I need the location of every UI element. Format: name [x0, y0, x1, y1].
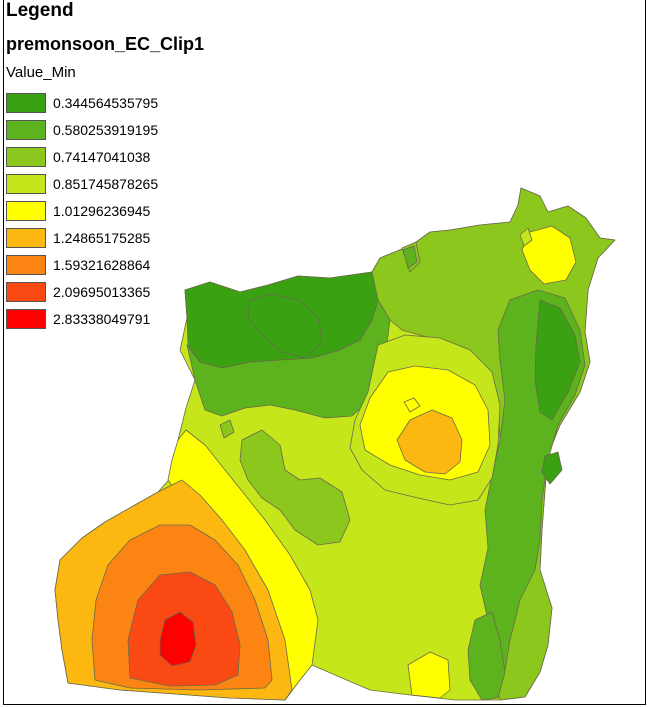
zone-ne-light: [519, 227, 533, 247]
legend-row: 0.851745878265: [6, 170, 158, 197]
legend-row: 0.74147041038: [6, 143, 158, 170]
legend-row: 1.59321628864: [6, 251, 158, 278]
zone-center-small-yellow: [403, 397, 421, 413]
legend-swatch: [6, 227, 46, 248]
legend-swatch: [6, 308, 46, 329]
legend-label: 0.580253919195: [53, 121, 159, 138]
legend-label: 2.09695013365: [53, 283, 151, 300]
zone-south-yellow: [407, 651, 451, 699]
field-name: Value_Min: [6, 64, 76, 81]
zone-ne-yellow: [521, 225, 577, 285]
legend-swatch: [6, 200, 46, 221]
legend-swatch: [6, 119, 46, 140]
legend-row: 0.580253919195: [6, 116, 158, 143]
zone-east-dark: [534, 299, 581, 421]
zone-center-orange: [396, 409, 463, 475]
zone-east-dark-2: [541, 451, 563, 485]
legend-label: 0.74147041038: [53, 148, 151, 165]
legend-row: 2.83338049791: [6, 305, 158, 332]
legend-row: 1.01296236945: [6, 197, 158, 224]
layer-name: premonsoon_EC_Clip1: [6, 34, 205, 54]
legend-label: 0.344564535795: [53, 94, 159, 111]
legend-label: 2.83338049791: [53, 310, 151, 327]
legend-swatch: [6, 281, 46, 302]
legend-label: 1.01296236945: [53, 202, 151, 219]
legend-swatch: [6, 173, 46, 194]
legend-row: 2.09695013365: [6, 278, 158, 305]
legend-row: 0.344564535795: [6, 89, 158, 116]
zone-west-small: [219, 419, 235, 439]
legend-items: 0.344564535795 0.580253919195 0.74147041…: [6, 89, 158, 332]
zone-ne-patch: [402, 245, 418, 269]
zone-north-patch: [247, 293, 323, 359]
legend-label: 1.59321628864: [53, 256, 151, 273]
legend-label: 0.851745878265: [53, 175, 159, 192]
legend-swatch: [6, 254, 46, 275]
zone-sw-red: [159, 611, 197, 667]
legend-swatch: [6, 146, 46, 167]
legend-row: 1.24865175285: [6, 224, 158, 251]
legend-title: Legend: [6, 0, 74, 21]
zone-se-green: [467, 611, 506, 701]
legend-swatch: [6, 92, 46, 113]
legend-label: 1.24865175285: [53, 229, 151, 246]
zone-west-mid: [239, 429, 351, 546]
